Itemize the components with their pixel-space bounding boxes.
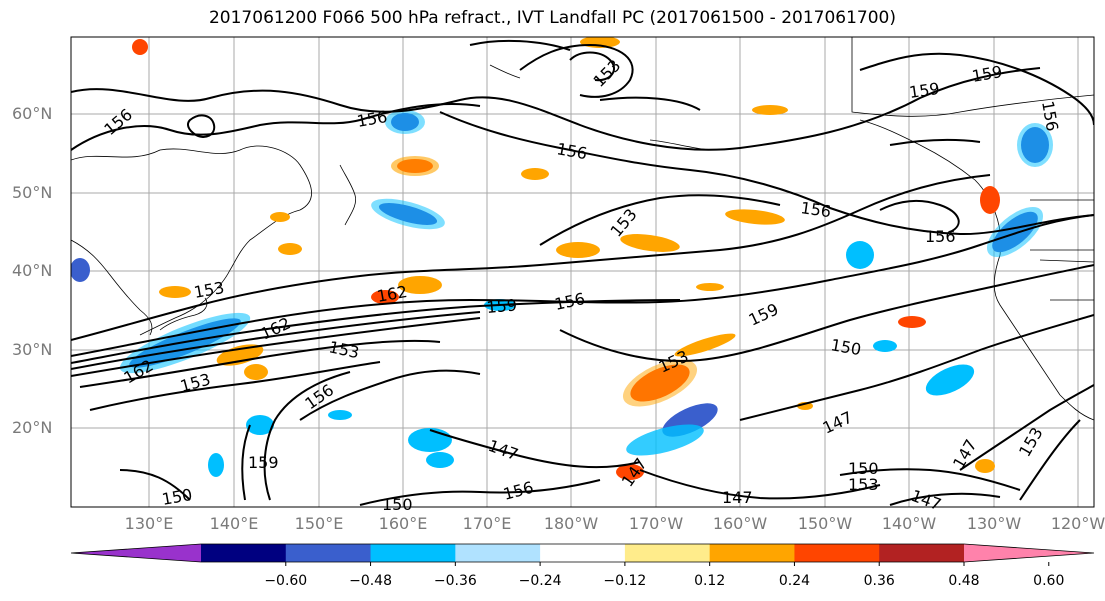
colorbar-tick-label: −0.36 (433, 573, 477, 589)
colorbar-tick-label: −0.48 (349, 573, 392, 589)
colorbar-segment (455, 544, 541, 562)
lon-label: 160°E (378, 514, 428, 533)
colorbar-segment (201, 544, 287, 562)
map-area (71, 37, 1094, 507)
lat-label-20n: 20°N (12, 418, 53, 437)
lon-label: 160°W (712, 514, 768, 533)
colorbar-segment (879, 544, 965, 562)
lon-label: 150°E (294, 514, 344, 533)
lon-label: 170°E (462, 514, 512, 533)
colorbar-tick-label: 0.36 (863, 573, 895, 589)
colorbar (70, 543, 1095, 566)
lon-label: 130°E (124, 514, 174, 533)
lon-label: 150°W (797, 514, 853, 533)
contour-label: 150 (382, 495, 413, 514)
colorbar-tick-label: 0.60 (1033, 573, 1065, 589)
lat-label-30n: 30°N (12, 340, 53, 359)
colorbar-tick-label: 0.12 (694, 573, 726, 589)
colorbar-tick-label: −0.12 (603, 573, 647, 589)
colorbar-tick-label: −0.24 (518, 573, 562, 589)
coastlines (71, 37, 1094, 421)
lon-label: 170°W (628, 514, 684, 533)
contour-label: 156 (925, 227, 956, 246)
colorbar-segment (540, 544, 626, 562)
lon-label: 130°W (966, 514, 1022, 533)
colorbar-segment (285, 544, 372, 562)
contour-label: 159 (486, 295, 518, 317)
map-title: 2017061200 F066 500 hPa refract., IVT La… (208, 8, 896, 28)
lat-label-50n: 50°N (12, 183, 53, 202)
lon-label: 140°E (209, 514, 259, 533)
colorbar-segment (794, 544, 880, 562)
colorbar-segment (624, 544, 711, 562)
colorbar-segment (370, 544, 456, 562)
colorbar-tick-label: 0.24 (778, 573, 811, 589)
colorbar-extend-max (964, 544, 1094, 562)
contour-label: 153 (848, 475, 879, 494)
lon-label: 120°W (1050, 514, 1105, 533)
colorbar-extend-min (71, 544, 201, 562)
contour-label: 159 (908, 79, 941, 102)
lon-label: 140°W (881, 514, 937, 533)
lat-label-60n: 60°N (12, 104, 53, 123)
colorbar-tick-label: 0.48 (948, 573, 980, 589)
contour-label: 147 (722, 488, 753, 507)
map-frame (70, 36, 1095, 508)
contour-label: 150 (848, 459, 879, 478)
lat-label-40n: 40°N (12, 261, 53, 280)
lon-label: 180°W (543, 514, 599, 533)
contour-label: 159 (248, 453, 279, 472)
colorbar-tick-label: −0.60 (264, 573, 308, 589)
contour-lines (71, 39, 1094, 506)
colorbar-segment (709, 544, 795, 562)
colorbar-outline (70, 543, 1095, 563)
contour-label: 156 (799, 198, 832, 221)
